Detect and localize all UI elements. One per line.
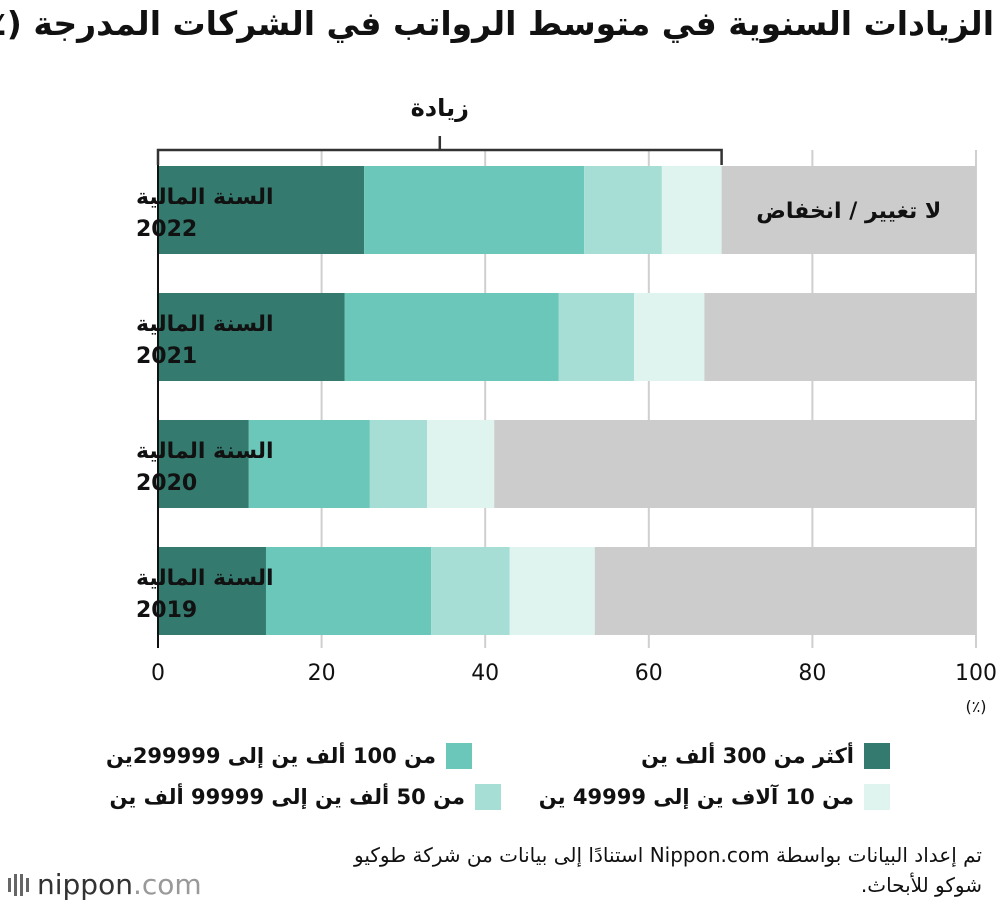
bar-segment-0-1	[364, 166, 585, 254]
increase-bracket	[156, 148, 723, 165]
bar-segment-3-0	[158, 547, 266, 635]
legend-item-k10to49: من 10 آلاف ين إلى 49999 ين	[539, 784, 890, 810]
bar-segment-2-1	[248, 420, 370, 508]
legend-label-over300k: أكثر من 300 ألف ين	[641, 744, 854, 768]
x-tick-label-80: 80	[798, 661, 826, 686]
bar-segment-1-1	[344, 293, 559, 381]
bar-segment-3-2	[431, 547, 510, 635]
legend-label-k10to49: من 10 آلاف ين إلى 49999 ين	[538, 785, 854, 809]
legend-label-k50to99: من 50 ألف ين إلى 99999 ألف ين	[109, 785, 465, 809]
logo-text-dot: .	[132, 868, 142, 901]
bar-segment-0-4	[721, 166, 976, 254]
x-unit-label: (٪)	[965, 697, 986, 716]
bar-segment-2-4	[494, 420, 976, 508]
nippon-logo: nippon. com	[8, 868, 202, 901]
source-note: تم إعداد البيانات بواسطة Nippon.com استن…	[353, 843, 982, 897]
bar-segment-3-1	[265, 547, 432, 635]
logo-text-suffix: com	[141, 868, 202, 901]
legend-swatch-k100to299	[446, 743, 472, 769]
legend-swatch-k10to49	[864, 784, 890, 810]
no-change-label: لا تغيير / انخفاض	[756, 199, 941, 224]
x-tick-label-20: 20	[308, 661, 336, 686]
bar-segment-1-2	[558, 293, 635, 381]
x-tick-label-0: 0	[151, 661, 165, 686]
chart-title: الزيادات السنوية في متوسط الرواتب في الش…	[0, 4, 994, 43]
legend-swatch-over300k	[864, 743, 890, 769]
bar-segment-2-2	[369, 420, 428, 508]
bar-segment-2-0	[158, 420, 249, 508]
logo-mark-icon	[8, 873, 29, 896]
bar-segment-2-3	[427, 420, 495, 508]
x-tick-label-100: 100	[955, 661, 997, 686]
bar-segment-3-4	[594, 547, 976, 635]
bar-segment-0-0	[158, 166, 365, 254]
bar-segment-1-0	[158, 293, 345, 381]
logo-text-main: nippon	[37, 868, 133, 901]
legend-label-k100to299: من 100 ألف ين إلى 299999ين	[106, 744, 436, 768]
bar-segment-0-2	[584, 166, 662, 254]
legend-item-k50to99: من 50 ألف ين إلى 99999 ألف ين	[110, 784, 501, 810]
x-tick-label-60: 60	[635, 661, 663, 686]
legend-item-over300k: أكثر من 300 ألف ين	[641, 743, 890, 769]
bar-segment-3-3	[509, 547, 595, 635]
bar-segment-1-3	[634, 293, 705, 381]
legend-swatch-k50to99	[475, 784, 501, 810]
bar-segment-1-4	[704, 293, 976, 381]
x-tick-label-40: 40	[471, 661, 499, 686]
legend-item-k100to299: من 100 ألف ين إلى 299999ين	[106, 743, 472, 769]
bar-segment-0-3	[661, 166, 722, 254]
increase-bracket-label: زيادة	[411, 94, 469, 122]
